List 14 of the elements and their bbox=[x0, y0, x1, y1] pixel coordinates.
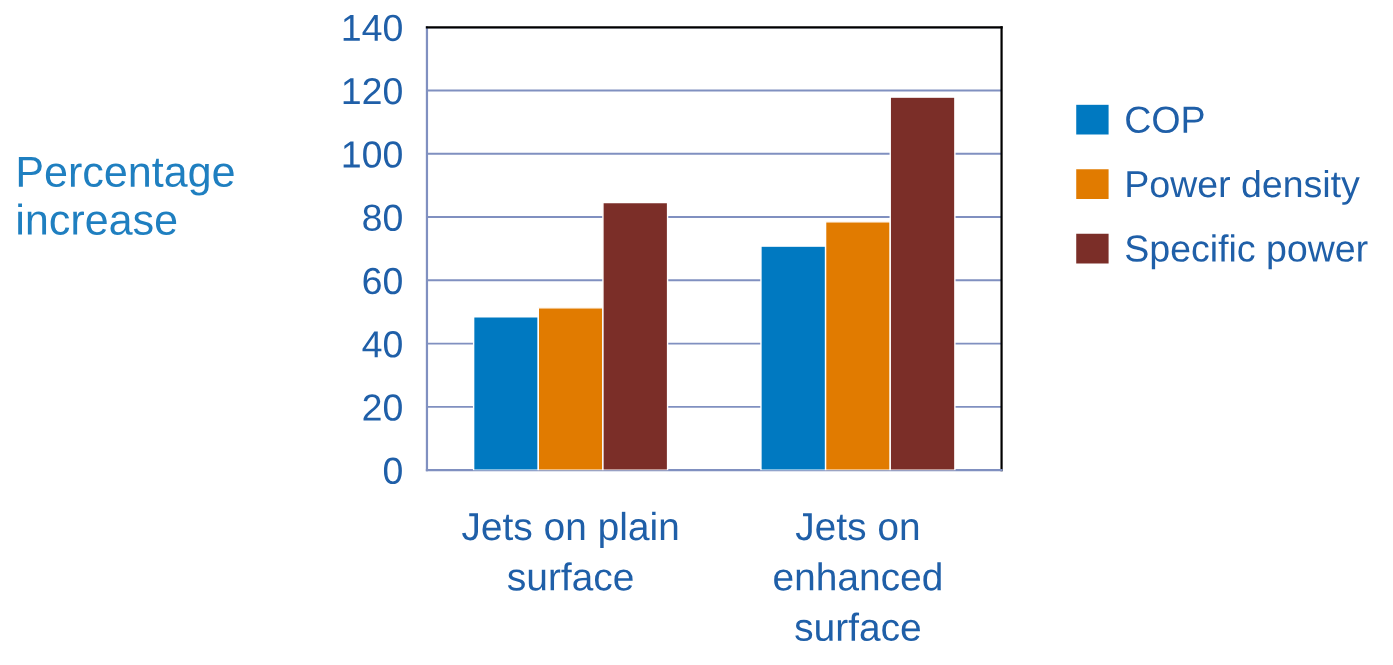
x-tick-label: Jets on plain surface bbox=[462, 511, 678, 591]
y-tick-label: 60 bbox=[363, 267, 402, 295]
legend-label: Specific power bbox=[1125, 234, 1368, 270]
y-tick-label: 80 bbox=[363, 204, 402, 232]
y-tick-label: 40 bbox=[362, 331, 402, 358]
y-tick-label: 120 bbox=[343, 77, 402, 105]
y-tick-label: 0 bbox=[383, 457, 402, 485]
y-tick-label: 20 bbox=[363, 394, 402, 421]
y-tick-label: 140 bbox=[343, 14, 402, 42]
y-axis-title: Percentage increase bbox=[18, 157, 234, 236]
legend-label: COP bbox=[1126, 106, 1204, 134]
x-tick-label: Jets on enhanced surface bbox=[774, 513, 941, 642]
y-tick-label: 100 bbox=[343, 141, 402, 168]
legend-label: Power density bbox=[1127, 169, 1360, 205]
